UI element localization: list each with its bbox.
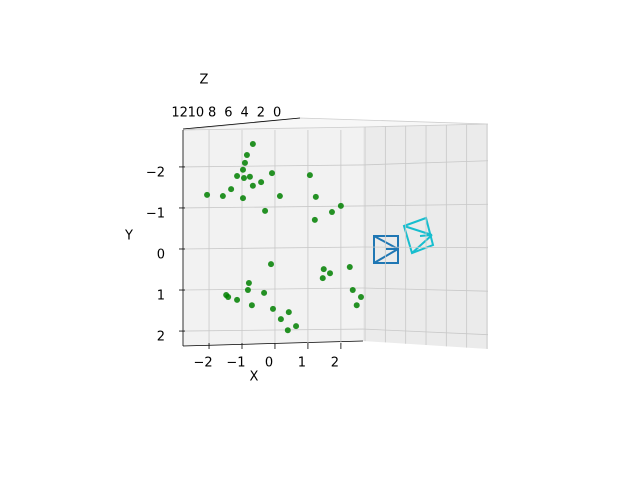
y-tick-label: 0 — [157, 247, 165, 262]
point — [258, 179, 265, 186]
point — [228, 186, 235, 193]
point — [219, 193, 226, 200]
point — [261, 289, 268, 296]
z-axis-label: Z — [200, 73, 209, 88]
x-tick-label: 0 — [265, 356, 273, 371]
point — [293, 323, 300, 330]
x-axis-line — [182, 340, 364, 347]
point — [239, 166, 246, 173]
point — [268, 170, 275, 177]
point — [268, 261, 275, 268]
point — [285, 309, 292, 316]
z-tick-label: 4 — [241, 106, 249, 121]
point — [204, 191, 211, 198]
y-tick-label: −2 — [146, 165, 165, 180]
point — [240, 175, 247, 182]
y-grid-line — [182, 205, 364, 209]
x-axis-label: X — [250, 370, 259, 385]
z-tick-label: 6 — [224, 106, 232, 121]
y-grid-line-side — [362, 160, 489, 166]
point — [319, 275, 326, 282]
x-tick-label: −2 — [193, 356, 212, 371]
point — [353, 302, 360, 309]
point — [284, 327, 291, 334]
point — [327, 270, 334, 277]
y-tick-label: 1 — [157, 289, 165, 304]
point — [311, 216, 318, 223]
y-grid-line — [182, 246, 364, 250]
point — [225, 293, 232, 300]
point — [241, 159, 248, 166]
z-tick-label: 0 — [273, 106, 281, 121]
z-tick-label: 8 — [208, 106, 216, 121]
y-grid-line-side — [362, 287, 489, 292]
back-pane — [183, 127, 363, 346]
y-grid-line-side — [362, 328, 489, 336]
y-grid-line-side — [362, 203, 489, 207]
y-tick-label: 2 — [157, 330, 165, 345]
x-tick-label: 1 — [298, 356, 306, 371]
point — [262, 207, 269, 214]
camera-1 — [373, 235, 399, 264]
point — [312, 193, 319, 200]
point — [234, 296, 241, 303]
point — [244, 287, 251, 294]
point — [346, 264, 353, 271]
point — [328, 209, 335, 216]
z-tick-label: 12 — [171, 106, 188, 121]
z-tick-label: 2 — [257, 106, 265, 121]
point — [306, 172, 313, 179]
point — [239, 195, 246, 202]
z-axis-line — [182, 117, 301, 130]
x-tick-label: −1 — [226, 356, 245, 371]
y-grid-line-side — [362, 246, 489, 249]
y-axis-label: Y — [124, 229, 133, 244]
point — [249, 182, 256, 189]
y-grid-line — [182, 328, 364, 332]
point — [269, 305, 276, 312]
point — [337, 202, 344, 209]
y-tick-label: −1 — [146, 206, 165, 221]
point — [243, 152, 250, 159]
point — [245, 280, 252, 287]
point — [246, 173, 253, 180]
point — [234, 172, 241, 179]
point — [249, 140, 256, 147]
point — [320, 266, 327, 273]
z-tick-label: 10 — [188, 106, 205, 121]
point — [277, 316, 284, 323]
point — [349, 287, 356, 294]
y-grid-line — [182, 164, 364, 168]
y-grid-line — [182, 287, 364, 291]
point — [357, 293, 364, 300]
point — [276, 193, 283, 200]
x-tick-label: 2 — [331, 356, 339, 371]
point — [248, 302, 255, 309]
